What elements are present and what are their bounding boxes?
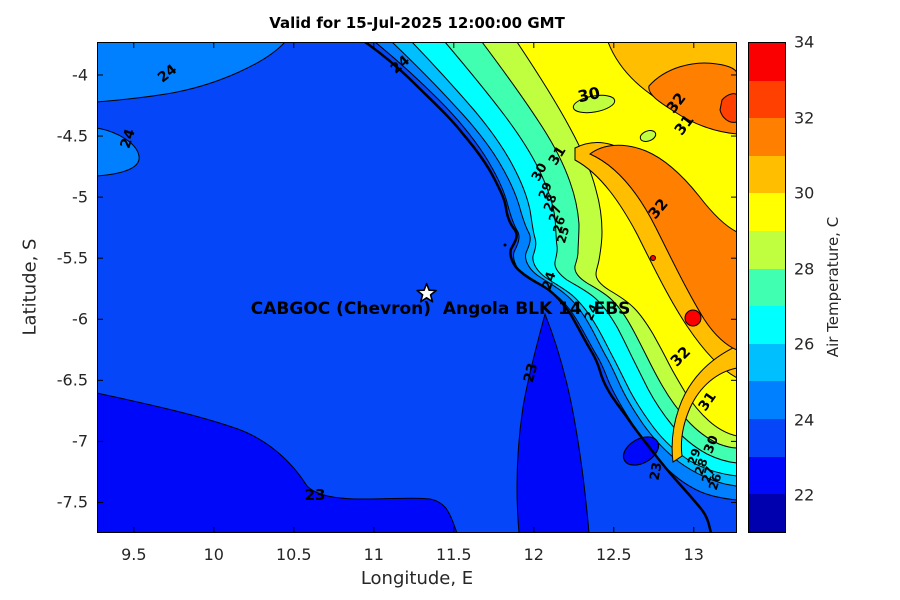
colorbar: [748, 42, 786, 533]
x-tick-label: 12.5: [595, 545, 632, 564]
hot-spot-33-circle: [684, 309, 702, 327]
colorbar-tick-label: 24: [794, 410, 815, 430]
colorbar-band: [749, 231, 785, 269]
colorbar-tick-label: 22: [794, 485, 815, 505]
colorbar-tick-label: 30: [794, 183, 815, 203]
station-label: CABGOC (Chevron) Angola BLK 14 EBS: [250, 298, 631, 319]
temp-band-31-diagonal-lens: [589, 144, 737, 351]
hot-spot-32-edge: [719, 93, 737, 123]
contour-label: 29: [685, 446, 704, 466]
colorbar-band: [749, 306, 785, 344]
y-tick-label: -5: [72, 187, 88, 207]
contour-label: 30: [576, 83, 602, 106]
contour-label: 24: [582, 302, 602, 323]
colorbar-tick-label: 26: [794, 334, 815, 354]
colorbar-band: [749, 381, 785, 420]
warm-ocean-patch-topleft: [97, 42, 286, 103]
x-tick-label: 10: [203, 545, 224, 564]
y-tick-label: -5.5: [56, 248, 88, 268]
colorbar-tick-label: 28: [794, 259, 815, 279]
map-speck: [503, 243, 507, 247]
colorbar-band: [749, 419, 785, 457]
contour-label: 26: [706, 472, 724, 492]
contour-label: 23: [648, 461, 666, 481]
x-tick-label: 13: [683, 545, 704, 564]
contour-label: 25: [554, 225, 572, 245]
cold-ellipse-coastal: [622, 436, 660, 466]
x-tick-label: 9.5: [121, 545, 147, 564]
contour-label: 23: [521, 361, 541, 384]
y-tick-label: -4.5: [56, 126, 88, 146]
colorbar-band: [749, 193, 785, 232]
x-tick-label: 10.5: [275, 545, 312, 564]
colorbar-band: [749, 268, 785, 307]
plot-title: Valid for 15-Jul-2025 12:00:00 GMT: [269, 14, 565, 32]
colorbar-band: [749, 494, 785, 532]
temp-band-30-southeast: [671, 345, 737, 463]
temp-band-29-yellow: [516, 42, 737, 437]
coastline: [364, 42, 713, 533]
x-tick-label: 11.5: [435, 545, 472, 564]
colorbar-band: [749, 343, 785, 382]
y-tick-label: -4: [72, 65, 88, 85]
colorbar-tick-label: 32: [794, 108, 815, 128]
cool-ellipse-2: [639, 130, 657, 142]
contour-label: 28: [692, 456, 711, 476]
contour-label: 23: [305, 486, 326, 504]
contour-label: 24: [540, 270, 560, 292]
cold-pool-wedge-coastal: [516, 312, 590, 533]
contour-label: 27: [699, 465, 717, 485]
colorbar-band: [749, 80, 785, 119]
cold-pool-region-southwest: [97, 392, 458, 533]
colorbar-title: Air Temperature, C: [824, 216, 842, 358]
contour-label: 27: [546, 204, 564, 224]
colorbar-band: [749, 456, 785, 495]
warm-ocean-patch-left: [97, 127, 140, 177]
colorbar-band: [749, 118, 785, 156]
y-tick-label: -6: [72, 309, 88, 329]
colorbar-tick-label: 34: [794, 32, 815, 52]
hot-spot-33-dot: [650, 255, 656, 261]
plot-border: [97, 42, 737, 533]
temp-band-31-northeast-blob: [648, 62, 737, 135]
contour-label: 26: [550, 215, 568, 235]
y-axis-title: Latitude, S: [19, 238, 41, 336]
contour-label: 28: [541, 192, 560, 212]
x-tick-label: 11: [363, 545, 384, 564]
x-tick-label: 12: [523, 545, 544, 564]
y-tick-label: -6.5: [56, 370, 88, 390]
colorbar-band: [749, 43, 785, 81]
y-tick-label: -7: [72, 431, 88, 451]
colorbar-band: [749, 155, 785, 194]
cool-ellipse-1: [572, 94, 616, 114]
x-axis-title: Longitude, E: [360, 568, 474, 589]
contour-label: 29: [536, 180, 555, 201]
y-tick-label: -7.5: [56, 492, 88, 512]
contour-label: 24: [118, 127, 139, 151]
contour-label: 30: [701, 433, 722, 455]
star-icon: [416, 282, 437, 303]
